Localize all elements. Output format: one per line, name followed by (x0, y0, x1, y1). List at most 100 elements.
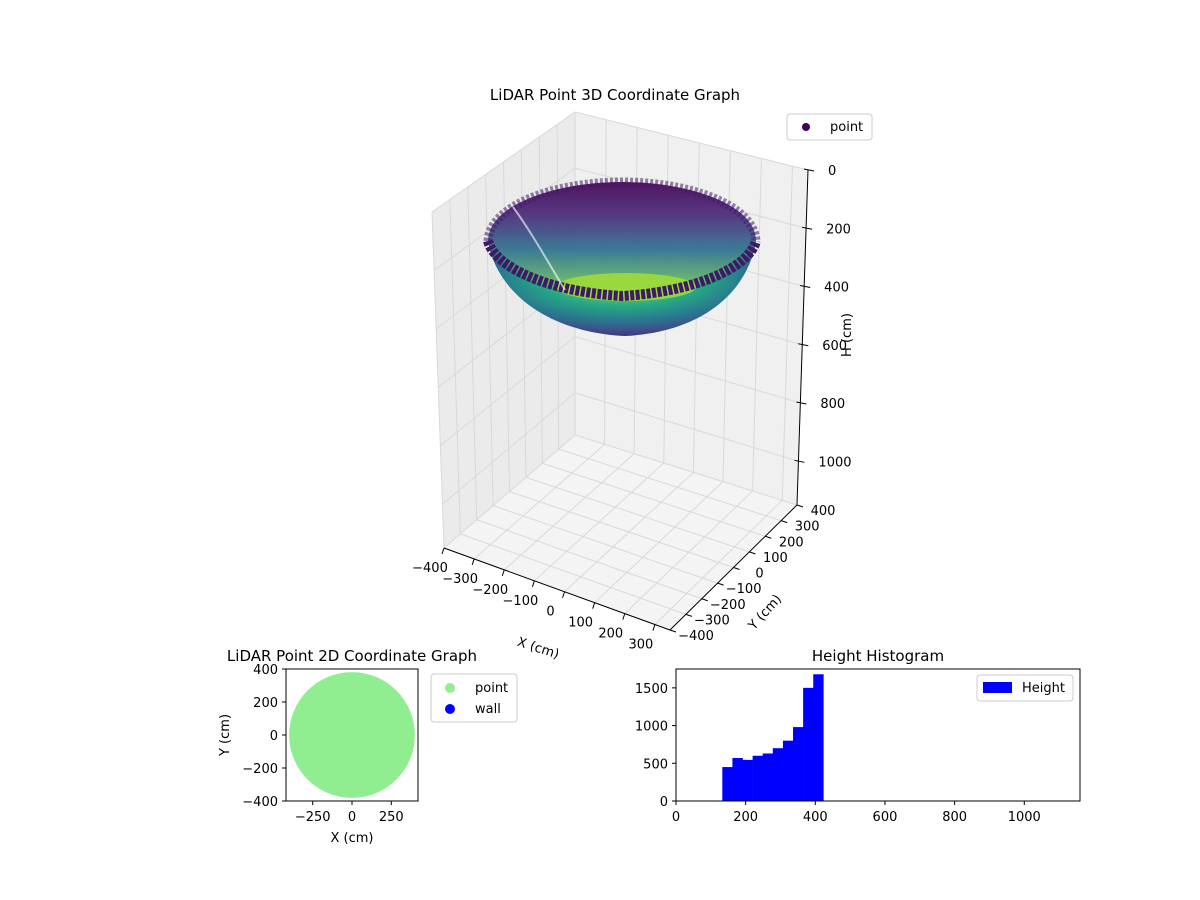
tick-label-2d-x: 250 (379, 810, 404, 825)
tick-label-3d-y: 300 (795, 520, 820, 535)
tick-label-hist-x: 600 (873, 810, 898, 825)
z-axis-line (796, 169, 809, 506)
point-disk-2d (289, 672, 415, 798)
tick-label-2d-y: −400 (242, 795, 278, 810)
grid-3d-y-floor (558, 448, 782, 522)
tick-label-3d-x: −200 (472, 583, 508, 598)
bowl-outer-body (488, 241, 756, 336)
histogram-bar[interactable] (752, 755, 764, 801)
bowl-scan-streak (512, 206, 566, 291)
grid-3d-y-wall (467, 186, 478, 520)
tick-3d-y (796, 504, 804, 508)
histogram-bar[interactable] (803, 687, 814, 801)
tick-3d-x (622, 613, 626, 620)
grid-3d-y-floor (492, 505, 718, 584)
bowl-rim-front (483, 239, 761, 302)
tick-3d-z (800, 285, 811, 289)
histogram-bar[interactable] (732, 758, 743, 801)
tick-label-hist-x: 400 (803, 810, 828, 825)
tick-label-3d-x: 300 (629, 638, 654, 653)
histogram-bar[interactable] (762, 753, 774, 801)
tick-label-3d-y: −400 (678, 629, 714, 644)
tick-3d-y (701, 598, 708, 602)
tick-label-3d-x: 0 (546, 605, 554, 620)
tick-3d-z (796, 401, 807, 405)
tick-label-3d-y: 100 (763, 551, 788, 566)
title-histogram: Height Histogram (812, 647, 944, 665)
tick-label-hist-x: 800 (942, 810, 967, 825)
tick-3d-y (765, 535, 772, 539)
legend-3d: point (786, 113, 873, 141)
tick-label-hist-x: 1000 (1008, 810, 1041, 825)
bowl-rim-back (483, 177, 761, 242)
legend-hist-swatch (983, 682, 1012, 693)
tick-label-hist-y: 500 (643, 757, 668, 772)
point-cloud-bowl[interactable] (483, 177, 761, 336)
z-label-3d: H (cm) (840, 313, 855, 357)
histogram-bar[interactable] (742, 759, 753, 801)
tick-label-3d-z: 200 (826, 222, 851, 237)
tick-label-2d-y: 200 (253, 696, 278, 711)
tick-3d-y (749, 551, 756, 555)
chart-3d: −400−300−200−1000100200300−400−300−200−1… (412, 86, 873, 663)
grid-3d-z (442, 392, 799, 505)
grid-3d-y-floor (509, 491, 734, 568)
x-axis-line (443, 547, 671, 631)
bowl-inner-back (488, 182, 756, 296)
tick-label-3d-y: −200 (710, 598, 746, 613)
title-2d: LiDAR Point 2D Coordinate Graph (227, 647, 477, 665)
tick-label-3d-x: 200 (598, 627, 623, 642)
tick-label-3d-x: 100 (568, 616, 593, 631)
histogram-bar[interactable] (793, 727, 804, 801)
grid-3d-y-floor (525, 476, 750, 553)
grid-3d-z (440, 336, 801, 447)
chart-histogram: Height Histogram 0 200 400 600 800 1000 0 500 10… (635, 647, 1081, 825)
grid-3d-z (431, 111, 809, 213)
grid-3d-y-floor (542, 462, 766, 537)
grid-3d-y-wall (431, 211, 445, 549)
tick-label-3d-y: 400 (811, 504, 836, 519)
tick-label-hist-x: 0 (672, 810, 680, 825)
histogram-bar[interactable] (722, 767, 733, 801)
histogram-bar[interactable] (813, 674, 824, 801)
legend-2d-marker-wall (445, 704, 455, 714)
ticks-2d: −250 0 250 −400 −200 0 200 400 (242, 663, 403, 825)
tick-label-3d-z: 1000 (818, 455, 851, 470)
tick-label-2d-y: 400 (253, 663, 278, 678)
tick-3d-y (717, 582, 724, 586)
plot-area-2d[interactable] (285, 668, 419, 802)
tick-label-3d-y: 200 (779, 535, 804, 550)
x-label-3d: X (cm) (515, 635, 561, 663)
tick-label-3d-y: 0 (755, 567, 763, 582)
histogram-bar[interactable] (772, 748, 784, 801)
tick-3d-y (669, 629, 677, 633)
ticks-histogram: 0 200 400 600 800 1000 0 500 1000 1500 (635, 682, 1041, 825)
tick-3d-z (794, 459, 805, 463)
tick-3d-z (798, 343, 809, 347)
pane-floor (444, 435, 797, 630)
legend-3d-label-point: point (830, 120, 863, 135)
grid-3d-x-wall (781, 166, 793, 501)
tick-label-3d-z: 800 (820, 397, 845, 412)
grid-3d-y-floor (476, 519, 702, 600)
histogram-bars[interactable] (722, 674, 824, 801)
legend-2d-label-point: point (475, 681, 508, 696)
tick-label-hist-x: 200 (733, 810, 758, 825)
tick-label-hist-y: 1500 (635, 682, 668, 697)
tick-label-3d-x: −100 (503, 594, 539, 609)
tick-3d-y (685, 613, 693, 617)
tick-3d-x (531, 580, 535, 587)
histogram-bar[interactable] (782, 740, 794, 801)
tick-3d-y (733, 567, 740, 570)
grid-3d-y-wall (449, 199, 461, 534)
tick-3d-z (803, 168, 815, 172)
grid-3d-y-floor (460, 533, 687, 615)
tick-3d-z (801, 226, 813, 230)
legend-2d-marker-point (445, 683, 455, 693)
grid-3d-x-wall (752, 158, 762, 492)
tick-3d-x (592, 602, 596, 609)
tick-label-2d-x: −250 (295, 810, 331, 825)
tick-label-2d-y: 0 (270, 729, 278, 744)
tick-label-3d-x: −400 (412, 561, 448, 576)
